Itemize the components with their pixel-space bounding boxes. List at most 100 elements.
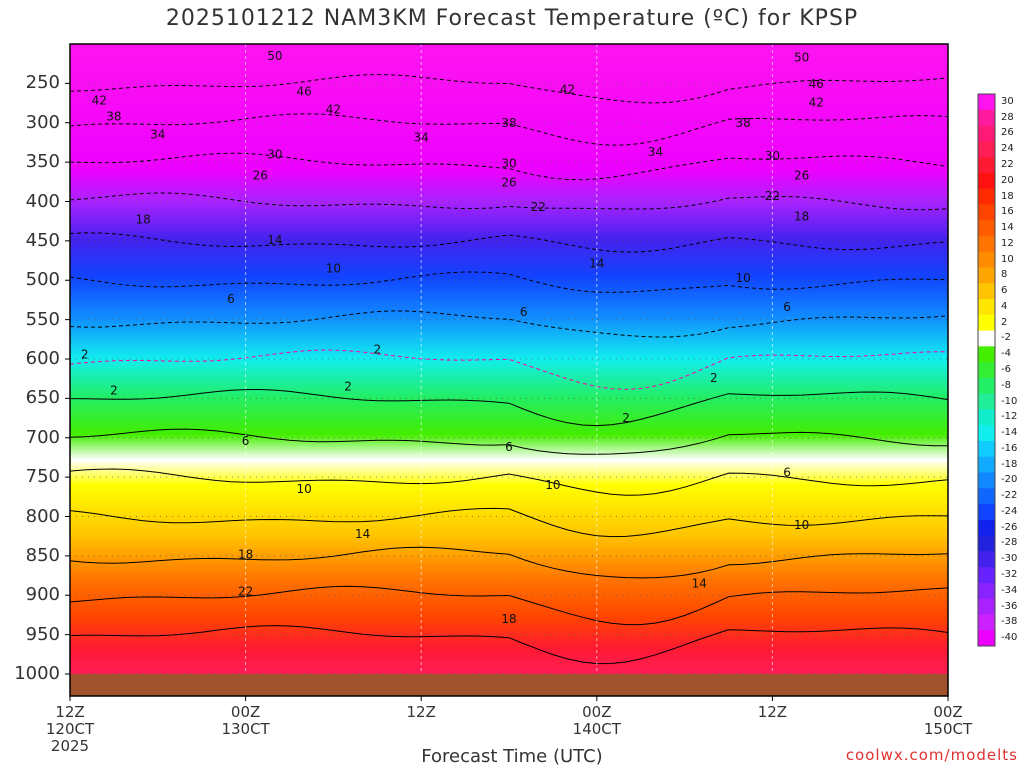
colorbar-label: 26 bbox=[1001, 127, 1014, 139]
colorbar-swatch bbox=[978, 614, 995, 631]
plot-frame bbox=[69, 43, 949, 697]
colorbar-label: 16 bbox=[1001, 206, 1014, 218]
y-tick-label: 550 bbox=[25, 308, 60, 330]
colorbar-swatch bbox=[978, 188, 995, 205]
colorbar-label: -28 bbox=[1001, 537, 1018, 549]
contour-label: 30 bbox=[501, 157, 516, 171]
colorbar-label: 28 bbox=[1001, 111, 1014, 123]
colorbar-label: 10 bbox=[1001, 253, 1014, 265]
y-tick-label: 700 bbox=[25, 426, 60, 448]
y-tick-label: 300 bbox=[25, 111, 60, 133]
colorbar-swatch bbox=[978, 393, 995, 410]
y-tick-label: 350 bbox=[25, 151, 60, 173]
contour-line bbox=[69, 546, 949, 579]
contour-label: 10 bbox=[296, 482, 311, 496]
chart-title: 2025101212 NAM3KM Forecast Temperature (… bbox=[165, 6, 859, 31]
colorbar-swatch bbox=[978, 440, 995, 458]
contour-line bbox=[69, 388, 949, 427]
colorbar-label: 8 bbox=[1001, 269, 1008, 281]
colorbar-label: 2 bbox=[1001, 316, 1008, 328]
colorbar-swatch bbox=[978, 125, 995, 142]
contour-label: 6 bbox=[505, 440, 513, 454]
colorbar-label: -18 bbox=[1001, 458, 1018, 470]
contour-line bbox=[69, 428, 949, 455]
contour-line bbox=[69, 310, 949, 338]
contour-label: 2 bbox=[81, 347, 89, 361]
colorbar-label: 18 bbox=[1001, 190, 1014, 202]
colorbar-swatch bbox=[978, 299, 995, 316]
colorbar-swatch bbox=[978, 409, 995, 426]
contour-label: 26 bbox=[794, 169, 809, 183]
colorbar-swatch bbox=[978, 251, 995, 268]
colorbar-swatch bbox=[978, 283, 995, 300]
contour-label: 6 bbox=[242, 434, 250, 448]
contour-line bbox=[69, 232, 949, 253]
x-tick-label: 12Z bbox=[757, 703, 788, 721]
contour-label: 42 bbox=[560, 83, 575, 97]
contour-label: 6 bbox=[520, 305, 528, 319]
contour-label: 22 bbox=[531, 200, 546, 214]
credit-text: coolwx.com/modelts bbox=[845, 746, 1018, 764]
contour-label: 10 bbox=[735, 271, 750, 285]
colorbar-swatch bbox=[978, 220, 995, 237]
colorbar-label: -26 bbox=[1001, 521, 1018, 533]
colorbar-label: -2 bbox=[1001, 332, 1011, 344]
y-tick-label: 1000 bbox=[14, 663, 60, 684]
contour-label: 10 bbox=[545, 478, 560, 492]
colorbar-label: 12 bbox=[1001, 237, 1014, 249]
colorbar-swatch bbox=[978, 235, 995, 253]
x-axis-title: Forecast Time (UTC) bbox=[421, 746, 603, 767]
contour-label: 18 bbox=[501, 612, 516, 626]
colorbar bbox=[977, 93, 996, 647]
contour-label: 22 bbox=[238, 584, 253, 598]
colorbar-label: -40 bbox=[1001, 632, 1018, 644]
colorbar-swatch bbox=[978, 456, 995, 474]
x-tick-label: 00Z 130CT bbox=[221, 703, 270, 738]
y-tick-label: 750 bbox=[25, 466, 60, 488]
colorbar-swatch bbox=[978, 504, 995, 521]
contour-label: 18 bbox=[238, 547, 253, 561]
contour-label: 6 bbox=[783, 465, 791, 479]
colorbar-label: -22 bbox=[1001, 490, 1018, 502]
colorbar-label: -38 bbox=[1001, 616, 1018, 628]
colorbar-label: -6 bbox=[1001, 364, 1011, 375]
colorbar-label: 24 bbox=[1001, 143, 1014, 155]
colorbar-label: -24 bbox=[1001, 505, 1018, 517]
colorbar-swatch bbox=[978, 519, 995, 537]
y-tick-label: 450 bbox=[25, 229, 60, 251]
colorbar-label: -16 bbox=[1001, 442, 1018, 454]
contour-label: 14 bbox=[692, 576, 707, 590]
colorbar-label: -34 bbox=[1001, 584, 1018, 596]
y-tick-label: 250 bbox=[25, 72, 60, 94]
contour-label: 14 bbox=[267, 233, 282, 247]
contour-label: 6 bbox=[783, 300, 791, 314]
colorbar-label: -32 bbox=[1001, 569, 1018, 581]
contour-label: 6 bbox=[227, 292, 235, 306]
contour-line bbox=[69, 73, 949, 104]
contour-label: 38 bbox=[735, 116, 750, 130]
contour-label: 42 bbox=[809, 95, 824, 109]
contour-label: 38 bbox=[501, 116, 516, 130]
contour-label: 26 bbox=[253, 169, 268, 183]
colorbar-border bbox=[977, 93, 996, 647]
y-tick-label: 850 bbox=[25, 544, 60, 566]
colorbar-label: -10 bbox=[1001, 395, 1018, 407]
contour-label: 34 bbox=[648, 145, 663, 159]
contour-label: 50 bbox=[267, 49, 282, 63]
contour-line bbox=[69, 507, 949, 538]
contour-lines bbox=[69, 73, 949, 665]
y-tick-label: 900 bbox=[25, 584, 60, 606]
colorbar-swatch bbox=[978, 488, 995, 505]
x-tick-label: 12Z bbox=[406, 703, 436, 721]
contour-line bbox=[69, 349, 948, 390]
y-tick-label: 950 bbox=[25, 623, 60, 645]
ground-layer bbox=[70, 674, 948, 696]
colorbar-label: -36 bbox=[1001, 600, 1018, 612]
colorbar-swatch bbox=[978, 314, 995, 332]
colorbar-swatch bbox=[978, 472, 995, 489]
colorbar-label: 30 bbox=[1001, 95, 1014, 107]
colorbar-label: 20 bbox=[1001, 174, 1014, 186]
colorbar-swatch bbox=[978, 267, 995, 284]
